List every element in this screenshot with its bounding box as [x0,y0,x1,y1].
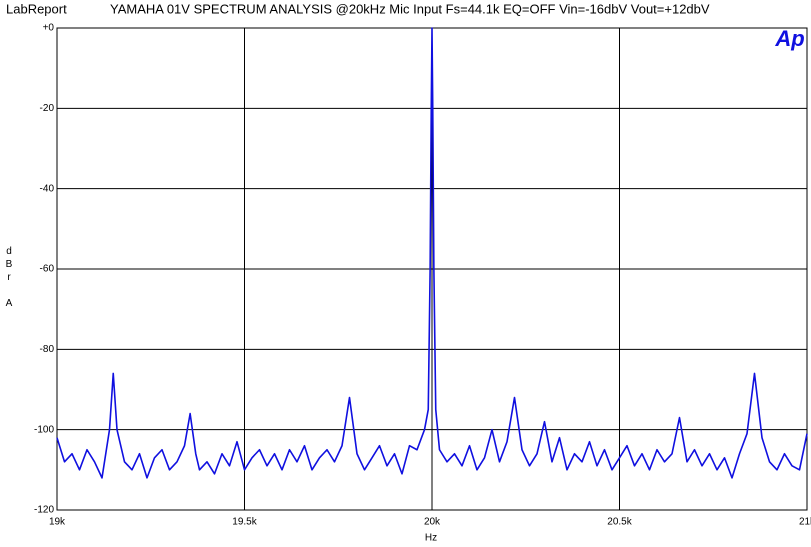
chart-title: YAMAHA 01V SPECTRUM ANALYSIS @20kHz Mic … [110,1,710,16]
spectrum-line [56,27,808,479]
x-tick-label: 19k [49,517,66,528]
y-tick-label: -100 [34,424,54,435]
y-tick-label: -40 [40,183,55,194]
x-tick-label: 20.5k [607,517,632,528]
y-tick-label: +0 [43,23,55,34]
x-tick-label: 20k [424,517,441,528]
y-tick-label: -120 [34,505,54,516]
x-tick-label: 19.5k [232,517,257,528]
x-tick-label: 21k [799,517,811,528]
y-tick-label: -80 [40,344,55,355]
x-axis-label: Hz [425,533,437,544]
logo: Ap [774,26,804,51]
brand: LabReport [6,1,67,16]
y-tick-label: -20 [40,103,55,114]
y-tick-label: -60 [40,264,55,275]
y-axis-label: dBr A [4,246,15,311]
